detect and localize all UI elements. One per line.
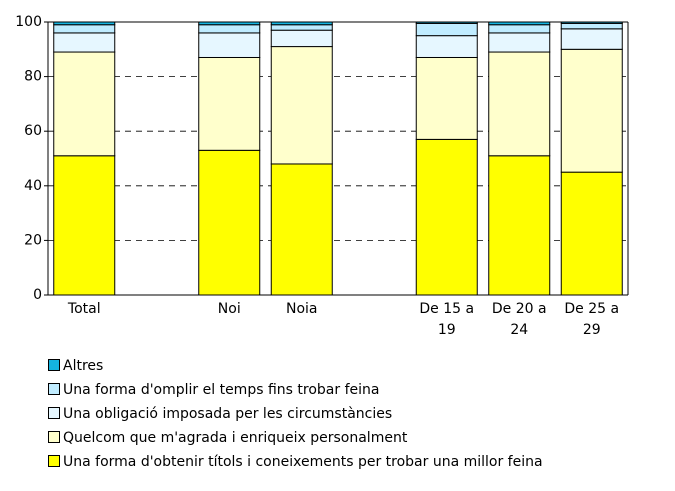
- x-tick-label: De 25 a 29: [564, 301, 620, 338]
- x-tick-label: Total: [67, 301, 101, 317]
- y-tick-label: 100: [15, 14, 42, 30]
- bar-segment: [198, 56, 261, 151]
- bar-segment: [270, 24, 333, 31]
- x-tick-label: De 15 a 19: [419, 301, 475, 338]
- bar-segment: [415, 22, 478, 37]
- bar-segment: [415, 35, 478, 58]
- x-tick-label: Noia: [285, 301, 318, 317]
- bar-segment: [198, 32, 261, 58]
- y-tick-label: 20: [24, 232, 42, 248]
- y-tick-label: 40: [24, 178, 42, 194]
- bar-segment: [488, 51, 551, 157]
- legend-swatch: [48, 431, 60, 443]
- bar-segment: [488, 24, 551, 34]
- bar-segment: [560, 28, 623, 50]
- bar-segment: [270, 163, 333, 296]
- legend-item: Quelcom que m'agrada i enriqueix persona…: [48, 428, 407, 448]
- legend-label: Una forma d'omplir el temps fins trobar …: [63, 382, 380, 398]
- legend-swatch: [48, 407, 60, 419]
- bar-segment: [415, 138, 478, 296]
- legend-label: Una obligació imposada per les circumstà…: [63, 406, 393, 422]
- legend-label: Una forma d'obtenir títols i coneixement…: [63, 454, 543, 470]
- bar-segment: [270, 46, 333, 165]
- legend-label: Quelcom que m'agrada i enriqueix persona…: [63, 430, 408, 446]
- bar-segment: [560, 171, 623, 296]
- legend-item: Altres: [48, 356, 103, 376]
- legend-swatch: [48, 383, 60, 395]
- bar-segment: [488, 155, 551, 296]
- bar-segment: [270, 29, 333, 48]
- bar-segment: [560, 48, 623, 173]
- legend-label: Altres: [63, 358, 104, 374]
- bar-segment: [560, 22, 623, 30]
- y-tick-label: 80: [24, 69, 42, 85]
- bar-segment: [53, 24, 116, 34]
- legend-item: Una forma d'obtenir títols i coneixement…: [48, 452, 543, 472]
- x-tick-label: De 20 a 24: [491, 301, 547, 338]
- bar-segment: [53, 155, 116, 296]
- bar-segment: [198, 24, 261, 34]
- legend-swatch: [48, 455, 60, 467]
- bar-segment: [488, 32, 551, 53]
- x-tick-label: Noi: [217, 301, 241, 317]
- y-tick-label: 60: [24, 123, 42, 139]
- bar-segment: [198, 149, 261, 296]
- legend-item: Una forma d'omplir el temps fins trobar …: [48, 380, 379, 400]
- bar-segment: [53, 32, 116, 53]
- bar-segment: [53, 51, 116, 157]
- bar-segment: [415, 56, 478, 140]
- legend-item: Una obligació imposada per les circumstà…: [48, 404, 392, 424]
- y-tick-label: 0: [33, 287, 42, 303]
- legend-swatch: [48, 359, 60, 371]
